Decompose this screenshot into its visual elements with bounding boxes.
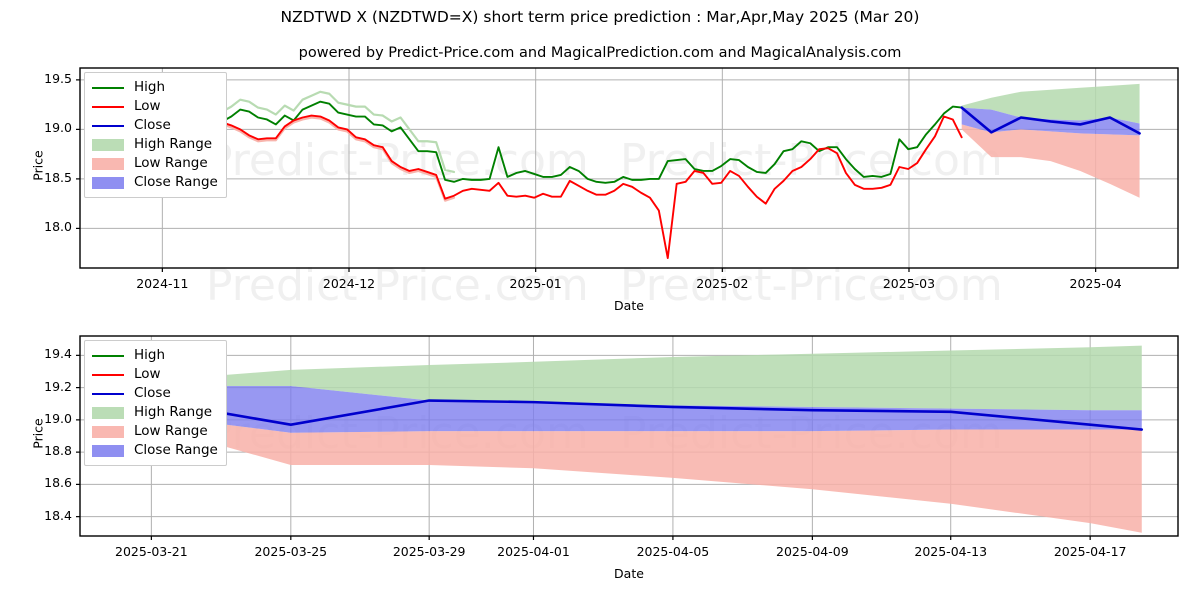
legend-patch-swatch-icon [91,406,125,420]
page-title: NZDTWD X (NZDTWD=X) short term price pre… [280,8,920,26]
legend-item-low[interactable]: Low [91,365,218,384]
legend-item-high-range[interactable]: High Range [91,403,218,422]
top-chart-y-tick-label: 19.0 [44,120,72,136]
legend-item-close[interactable]: Close [91,384,218,403]
bottom-chart-y-tick-label: 18.8 [44,443,72,459]
top-chart-x-tick-label: 2025-04 [1069,276,1122,291]
top-chart-x-tick-label: 2025-02 [696,276,749,291]
legend-line-swatch-icon [91,368,125,382]
legend-item-high-range[interactable]: High Range [91,135,218,154]
bottom-chart-x-tick-label: 2025-03-21 [115,544,188,559]
top-chart-x-tick-label: 2025-01 [509,276,562,291]
legend-item-label: High Range [134,136,213,152]
bottom-chart-x-tick-label: 2025-04-17 [1053,544,1127,559]
legend-item-label: Low Range [134,423,208,439]
top-chart-y-tick-label: 18.5 [44,169,72,185]
legend-line-swatch-icon [91,81,125,95]
legend-item-label: Close Range [134,442,218,458]
page-subtitle: powered by Predict-Price.com and Magical… [298,45,902,61]
high-range-band [961,83,1140,124]
legend-item-label: Close [134,385,171,401]
bottom-chart-x-tick-label: 2025-04-09 [776,544,849,559]
close-line [117,383,1144,431]
top-chart-y-tick-label: 18.0 [44,219,72,235]
low-line [87,106,963,260]
bottom-chart-y-tick-label: 19.4 [44,346,72,362]
bottom-chart-legend: High Low Close High Range Low Range Close Ran… [84,340,227,466]
legend-item-label: High Range [134,404,213,420]
legend-item-label: Low [134,366,161,382]
low-range-band [118,384,1142,533]
top-chart-legend: High Low Close High Range Low Range Close Ran… [84,72,227,198]
watermark-text: Predict-Price.com [206,135,589,186]
top-chart-canvas: Predict-Price.com Predict-Price.comPredic… [76,67,1179,311]
legend-patch-swatch-icon [91,444,125,458]
legend-line-swatch-icon [91,119,125,133]
legend-item-label: Low [134,98,161,114]
top-chart-x-axis-label: Date [614,298,644,313]
bottom-chart-y-tick-label: 18.6 [44,475,72,491]
legend-line-swatch-icon [91,100,125,114]
bottom-chart-x-tick-label: 2025-04-05 [636,544,710,559]
legend-item-high[interactable]: High [91,346,218,365]
bottom-chart-y-tick-label: 19.2 [44,378,72,394]
legend-item-low[interactable]: Low [91,97,218,116]
bottom-chart-x-tick-label: 2025-04-13 [914,544,988,559]
top-chart-x-tick-label: 2025-03 [882,276,936,291]
bottom-chart-y-tick-label: 19.0 [44,410,72,426]
legend-patch-swatch-icon [91,176,125,190]
high-line [87,82,963,184]
legend-item-label: Close [134,117,171,133]
legend-item-label: High [134,79,166,95]
top-chart-y-tick-label: 19.5 [44,70,72,86]
legend-patch-swatch-icon [91,138,125,152]
legend-line-swatch-icon [91,349,125,363]
bottom-chart-x-tick-label: 2025-03-29 [392,544,466,559]
legend-patch-swatch-icon [91,425,125,439]
top-chart-x-tick-label: 2024-11 [136,276,189,291]
legend-item-label: Close Range [134,174,218,190]
legend-item-close-range[interactable]: Close Range [91,441,218,460]
close-line [960,106,1141,135]
legend-item-close[interactable]: Close [91,116,218,135]
legend-line-swatch-icon [91,387,125,401]
top-chart-x-tick-label: 2024-12 [322,276,376,291]
high-range-band [118,345,1142,411]
bottom-chart-y-tick-label: 18.4 [44,507,72,523]
top-chart-panel: Predict-Price.com Predict-Price.com Predic… [31,67,1179,313]
bottom-chart-x-tick-label: 2025-03-25 [254,544,328,559]
legend-item-close-range[interactable]: Close Range [91,173,218,192]
bottom-chart-x-axis-label: Date [614,566,644,581]
legend-patch-swatch-icon [91,157,125,171]
bottom-chart-y-axis-label: Price [30,418,46,449]
close-range-band [118,384,1142,433]
legend-item-low-range[interactable]: Low Range [91,422,218,441]
legend-item-label: High [134,347,166,363]
legend-item-label: Low Range [134,155,208,171]
legend-item-low-range[interactable]: Low Range [91,154,218,173]
bottom-chart-x-tick-label: 2025-04-01 [497,544,570,559]
low-range-band [961,124,1140,198]
legend-item-high[interactable]: High [91,78,218,97]
